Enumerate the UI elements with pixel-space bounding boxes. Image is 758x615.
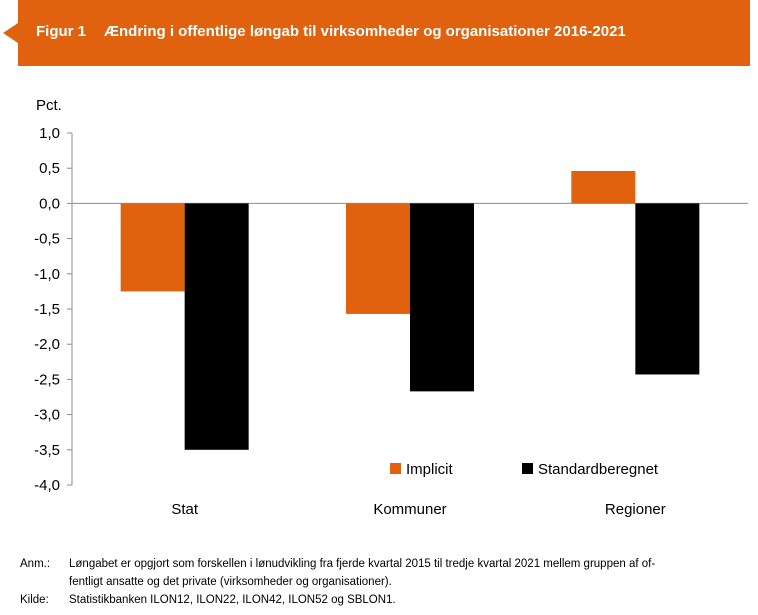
legend-swatch-implicit (390, 463, 401, 474)
x-tick-label: Stat (171, 501, 199, 518)
note-anm-label: Anm.: (20, 558, 51, 570)
bar-chart: Pct. 1,0 0,5 0,0 -0,5 -1,0 -1,5 -2,0 -2,5 -3,0 -3… (34, 97, 748, 518)
bar-standardberegnet-regioner (635, 203, 700, 375)
y-tick-label: -3,5 (34, 442, 60, 459)
note-kilde-label: Kilde: (20, 594, 49, 606)
figure-label: Figur 1 (36, 23, 87, 40)
header-banner (3, 0, 750, 66)
note-kilde-text: Statistikbanken ILON12, ILON22, ILON42, … (69, 594, 396, 606)
legend-label-implicit: Implicit (406, 461, 454, 478)
y-tick-label: -1,5 (34, 301, 60, 318)
y-axis-label: Pct. (36, 97, 62, 114)
legend-swatch-standardberegnet (522, 463, 533, 474)
y-tick-label: -4,0 (34, 477, 60, 494)
bar-standardberegnet-stat (184, 203, 249, 450)
y-tick-label: 0,0 (39, 195, 60, 212)
legend: Implicit Standardberegnet (390, 461, 659, 478)
y-tick-label: -2,0 (34, 336, 60, 353)
figure-title: Ændring i offentlige løngab til virksomh… (104, 23, 626, 40)
y-tick-label: 1,0 (39, 125, 60, 142)
x-tick-label: Regioner (605, 501, 666, 518)
note-anm-line2: fentligt ansatte og det private (virksom… (69, 576, 392, 588)
bar-standardberegnet-kommuner (410, 203, 474, 392)
y-tick-label: -0,5 (34, 231, 60, 248)
figure-header: Figur 1 Ændring i offentlige løngab til … (0, 0, 758, 66)
bar-implicit-kommuner (346, 203, 410, 314)
y-tick-label: 0,5 (39, 160, 60, 177)
bar-implicit-stat (120, 203, 185, 292)
bar-implicit-regioner (571, 171, 636, 204)
note-anm-line1: Løngabet er opgjort som forskellen i løn… (69, 558, 656, 570)
y-tick-label: -3,0 (34, 407, 60, 424)
bars (120, 171, 700, 450)
x-axis-labels: Stat Kommuner Regioner (171, 501, 665, 518)
y-axis: 1,0 0,5 0,0 -0,5 -1,0 -1,5 -2,0 -2,5 -3,0 -3,5 -4,… (34, 125, 748, 494)
y-tick-label: -1,0 (34, 266, 60, 283)
x-tick-label: Kommuner (373, 501, 446, 518)
legend-label-standardberegnet: Standardberegnet (538, 461, 659, 478)
y-tick-label: -2,5 (34, 371, 60, 388)
